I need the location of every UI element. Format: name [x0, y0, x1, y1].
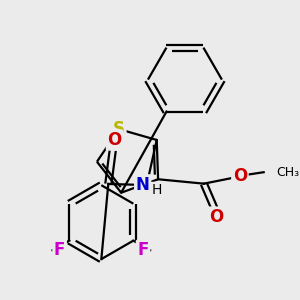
- Text: O: O: [233, 167, 247, 185]
- Text: H: H: [152, 183, 162, 197]
- Text: S: S: [113, 120, 125, 138]
- Text: F: F: [137, 241, 149, 259]
- Text: CH₃: CH₃: [276, 166, 299, 179]
- Text: O: O: [209, 208, 223, 226]
- Text: N: N: [136, 176, 150, 194]
- Text: O: O: [107, 131, 122, 149]
- Text: F: F: [54, 241, 65, 259]
